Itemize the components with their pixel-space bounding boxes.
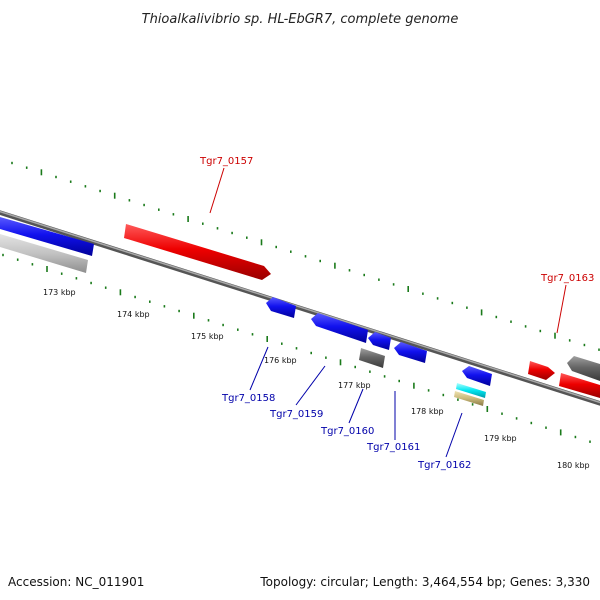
scale-label: 176 kbp xyxy=(264,356,297,365)
gene-feature-tgr7-0162 xyxy=(462,366,492,386)
gene-label: Tgr7_0160 xyxy=(320,426,374,437)
gene-feature-cyan xyxy=(456,383,486,398)
gene-label: Tgr7_0159 xyxy=(269,409,323,420)
scale-label: 173 kbp xyxy=(43,288,76,297)
gene-feature-tan xyxy=(454,391,484,406)
gene-label: Tgr7_0158 xyxy=(221,393,275,404)
leader-tgr7-0162 xyxy=(445,412,463,458)
genome-summary-text: Topology: circular; Length: 3,464,554 bp… xyxy=(259,575,590,589)
gene-feature-blue-left xyxy=(0,217,94,256)
genome-backbone-highlight xyxy=(0,210,600,404)
gene-label: Tgr7_0163 xyxy=(540,273,594,284)
scale-label: 175 kbp xyxy=(191,332,224,341)
genome-backbone xyxy=(0,210,600,406)
gene-feature-gray-left xyxy=(0,234,88,273)
gene-label: Tgr7_0161 xyxy=(366,442,420,453)
inner-tick-track xyxy=(2,253,591,443)
leader-tgr7-0157 xyxy=(209,167,225,214)
scale-label: 179 kbp xyxy=(484,434,517,443)
leader-tgr7-0160 xyxy=(348,388,364,424)
gene-feature-gray-right xyxy=(567,356,600,381)
scale-labels: 173 kbp 174 kbp 175 kbp 176 kbp 177 kbp … xyxy=(43,288,590,470)
leader-tgr7-0163 xyxy=(556,284,567,334)
gene-feature-tgr7-0161 xyxy=(394,342,427,363)
gene-feature-tgr7-0159 xyxy=(311,313,368,343)
scale-label: 178 kbp xyxy=(411,407,444,416)
gene-label-leaders xyxy=(209,167,567,458)
map-title: Thioalkalivibrio sp. HL-EbGR7, complete … xyxy=(142,12,459,27)
gene-feature-tgr7-0158 xyxy=(266,297,296,318)
gene-features xyxy=(0,217,600,406)
gene-feature-red-right xyxy=(559,373,600,398)
leader-tgr7-0159 xyxy=(295,365,326,406)
accession-text: Accession: NC_011901 xyxy=(8,575,144,589)
outer-tick-track xyxy=(11,161,600,351)
gene-labels: Tgr7_0157 Tgr7_0158 Tgr7_0159 Tgr7_0160 … xyxy=(199,156,594,471)
gene-label: Tgr7_0157 xyxy=(199,156,253,167)
gene-feature-tgr7-0157 xyxy=(124,224,271,280)
leader-tgr7-0158 xyxy=(249,346,269,391)
scale-label: 177 kbp xyxy=(338,381,371,390)
gene-feature-tgr7-0160b xyxy=(359,348,385,368)
gene-feature-tgr7-0160a xyxy=(368,332,391,350)
gene-label: Tgr7_0162 xyxy=(417,460,471,471)
scale-label: 174 kbp xyxy=(117,310,150,319)
scale-label: 180 kbp xyxy=(557,461,590,470)
gene-feature-tgr7-0163 xyxy=(528,361,555,380)
